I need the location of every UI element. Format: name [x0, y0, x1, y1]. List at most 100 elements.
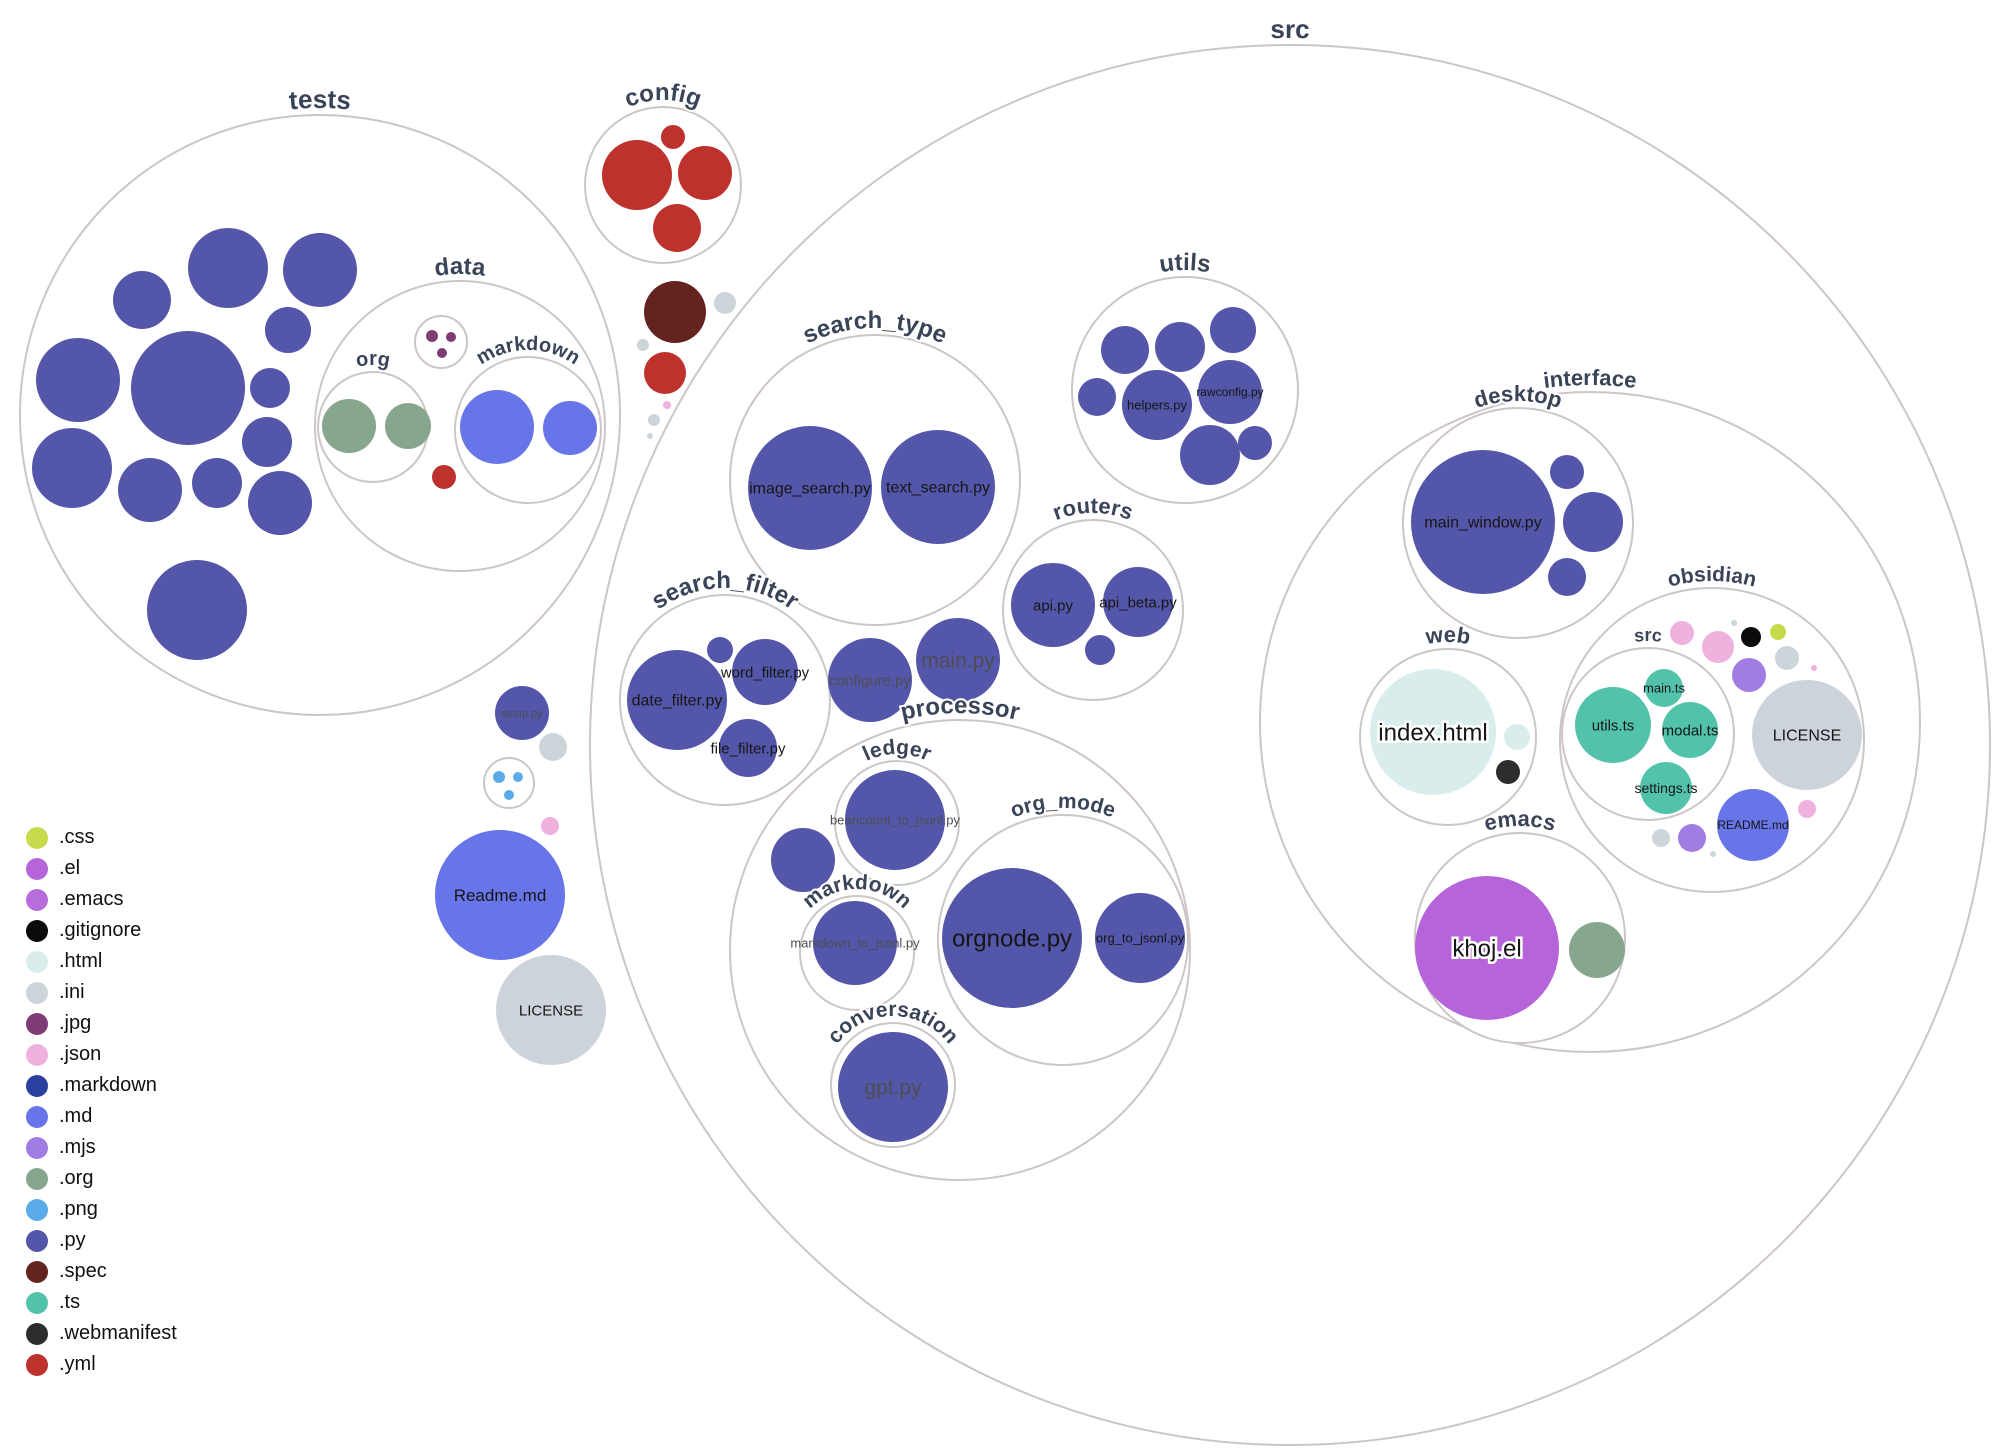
file-circle-index.html: [1370, 669, 1496, 795]
file-circle-ini-27: [637, 339, 649, 351]
file-circle-json-37: [541, 817, 559, 835]
file-circle-ini-84: [1775, 646, 1799, 670]
legend-item-markdown: .markdown: [26, 1070, 177, 1101]
file-circle-yml-21: [602, 140, 672, 210]
file-circle-gpt.py: [838, 1032, 948, 1142]
file-circle-orgnode.py: [942, 868, 1082, 1008]
file-circle-api.py: [1011, 563, 1095, 647]
file-label-markdown_to_jsonl.py: markdown_to_jsonl.py: [790, 936, 920, 951]
file-circle-py-45: [707, 637, 733, 663]
file-circle-org_to_jsonl.py: [1095, 893, 1185, 983]
folder-label-data-org: org: [354, 348, 391, 372]
legend-swatch-mjs-icon: [26, 1136, 48, 1159]
file-circle-py-2: [283, 233, 357, 307]
file-circle-py-63: [1180, 425, 1240, 485]
file-circle-modal.ts: [1662, 702, 1718, 758]
file-label-text_search.py: text_search.py: [886, 480, 990, 497]
file-circle-helpers.py: [1122, 370, 1192, 440]
folder-circle-search_type: [729, 334, 1021, 626]
file-circle-json-29: [663, 401, 671, 409]
file-circle-py-61: [1210, 307, 1256, 353]
file-circle-markdown_to_jsonl.py: [813, 901, 897, 985]
file-label-modal.ts: modal.ts: [1662, 722, 1719, 739]
file-circle-html-70: [1504, 724, 1530, 750]
legend-swatch-md-icon: [26, 1105, 48, 1128]
file-circle-png-78: [1650, 630, 1662, 642]
file-label-setup.py: setup.py: [501, 708, 543, 720]
file-label-khoj.el: khoj.el: [1452, 935, 1521, 962]
legend-label-ts: .ts: [59, 1291, 81, 1313]
legend-label-org: .org: [59, 1167, 94, 1189]
file-circle-utils.ts: [1575, 687, 1651, 763]
legend-swatch-markdown-icon: [26, 1074, 48, 1097]
file-circle-py-12: [147, 560, 247, 660]
legend-swatch-spec-icon: [26, 1260, 48, 1283]
file-label-image_search.py: image_search.py: [749, 481, 871, 498]
file-label-utils.ts: utils.ts: [1592, 717, 1635, 734]
file-circle-word_filter.py: [732, 639, 798, 705]
legend-swatch-jpg-icon: [26, 1012, 48, 1035]
file-circle-api_beta.py: [1103, 567, 1173, 637]
file-label-date_filter.py: date_filter.py: [632, 693, 723, 710]
legend-swatch-el-icon: [26, 857, 48, 880]
file-circle-py-56: [1085, 635, 1115, 665]
legend-label-py: .py: [59, 1229, 86, 1251]
legend-item-yml: .yml: [26, 1349, 177, 1380]
folder-circle-data-jpg-folder: [414, 315, 468, 369]
file-label-main.ts: main.ts: [1643, 681, 1685, 696]
folder-label-utils: utils: [1157, 249, 1212, 278]
file-circle-rawconfig.py: [1198, 360, 1262, 424]
file-circle-png-36: [504, 790, 514, 800]
file-circle-jpg-17: [437, 348, 447, 358]
file-circle-py-5: [265, 307, 311, 353]
legend-swatch-gitignore-icon: [26, 919, 48, 942]
legend-item-html: .html: [26, 946, 177, 977]
file-circle-py-3: [36, 338, 120, 422]
legend-swatch-json-icon: [26, 1043, 48, 1066]
file-circle-spec-25: [644, 281, 706, 343]
file-label-settings.ts: settings.ts: [1634, 780, 1697, 796]
file-circle-beancount_to_jsonl.py: [845, 770, 945, 870]
file-circle-mjs-86: [1732, 658, 1766, 692]
legend-label-md: .md: [59, 1105, 93, 1127]
file-circle-org-14: [385, 403, 431, 449]
file-circle-ini-30: [648, 414, 660, 426]
file-circle-py-59: [1101, 326, 1149, 374]
legend-swatch-emacs-icon: [26, 888, 48, 911]
legend-item-md: .md: [26, 1101, 177, 1132]
file-circle-main_window.py: [1411, 450, 1555, 594]
file-label-beancount_to_jsonl.py: beancount_to_jsonl.py: [830, 813, 961, 828]
file-label-rawconfig.py: rawconfig.py: [1196, 385, 1263, 399]
legend-item-gitignore: .gitignore: [26, 915, 177, 946]
legend-item-emacs: .emacs: [26, 884, 177, 915]
folder-label-data: data: [433, 253, 488, 282]
file-circle-LICENSE: [1752, 680, 1862, 790]
file-circle-py-48: [771, 828, 835, 892]
file-circle-org-73: [1569, 922, 1625, 978]
file-circle-py-4: [131, 331, 245, 445]
legend-swatch-html-icon: [26, 950, 48, 973]
file-label-Readme.md: Readme.md: [454, 886, 547, 905]
file-label-api_beta.py: api_beta.py: [1099, 594, 1177, 611]
legend-item-webmanifest: .webmanifest: [26, 1318, 177, 1349]
file-circle-py-68: [1548, 558, 1586, 596]
legend-label-json: .json: [59, 1043, 102, 1065]
folder-label-tests: tests: [288, 84, 352, 115]
file-circle-py-64: [1238, 426, 1272, 460]
legend-label-mjs: .mjs: [59, 1136, 96, 1158]
file-label-org_to_jsonl.py: org_to_jsonl.py: [1096, 931, 1185, 946]
file-circle-py-60: [1155, 322, 1205, 372]
legend-label-jpg: .jpg: [59, 1012, 92, 1034]
file-circle-md-18: [460, 390, 534, 464]
file-circle-py-8: [32, 428, 112, 508]
folder-circle-root-png-folder: [483, 757, 535, 809]
legend-label-el: .el: [59, 857, 81, 879]
file-circle-org-13: [322, 399, 376, 453]
file-label-main_window.py: main_window.py: [1424, 515, 1541, 532]
file-circle-configure.py: [828, 638, 912, 722]
legend-label-emacs: .emacs: [59, 888, 124, 910]
legend-item-mjs: .mjs: [26, 1132, 177, 1163]
legend-item-css: .css: [26, 822, 177, 853]
legend-label-markdown: .markdown: [59, 1074, 157, 1096]
legend-item-ini: .ini: [26, 977, 177, 1008]
